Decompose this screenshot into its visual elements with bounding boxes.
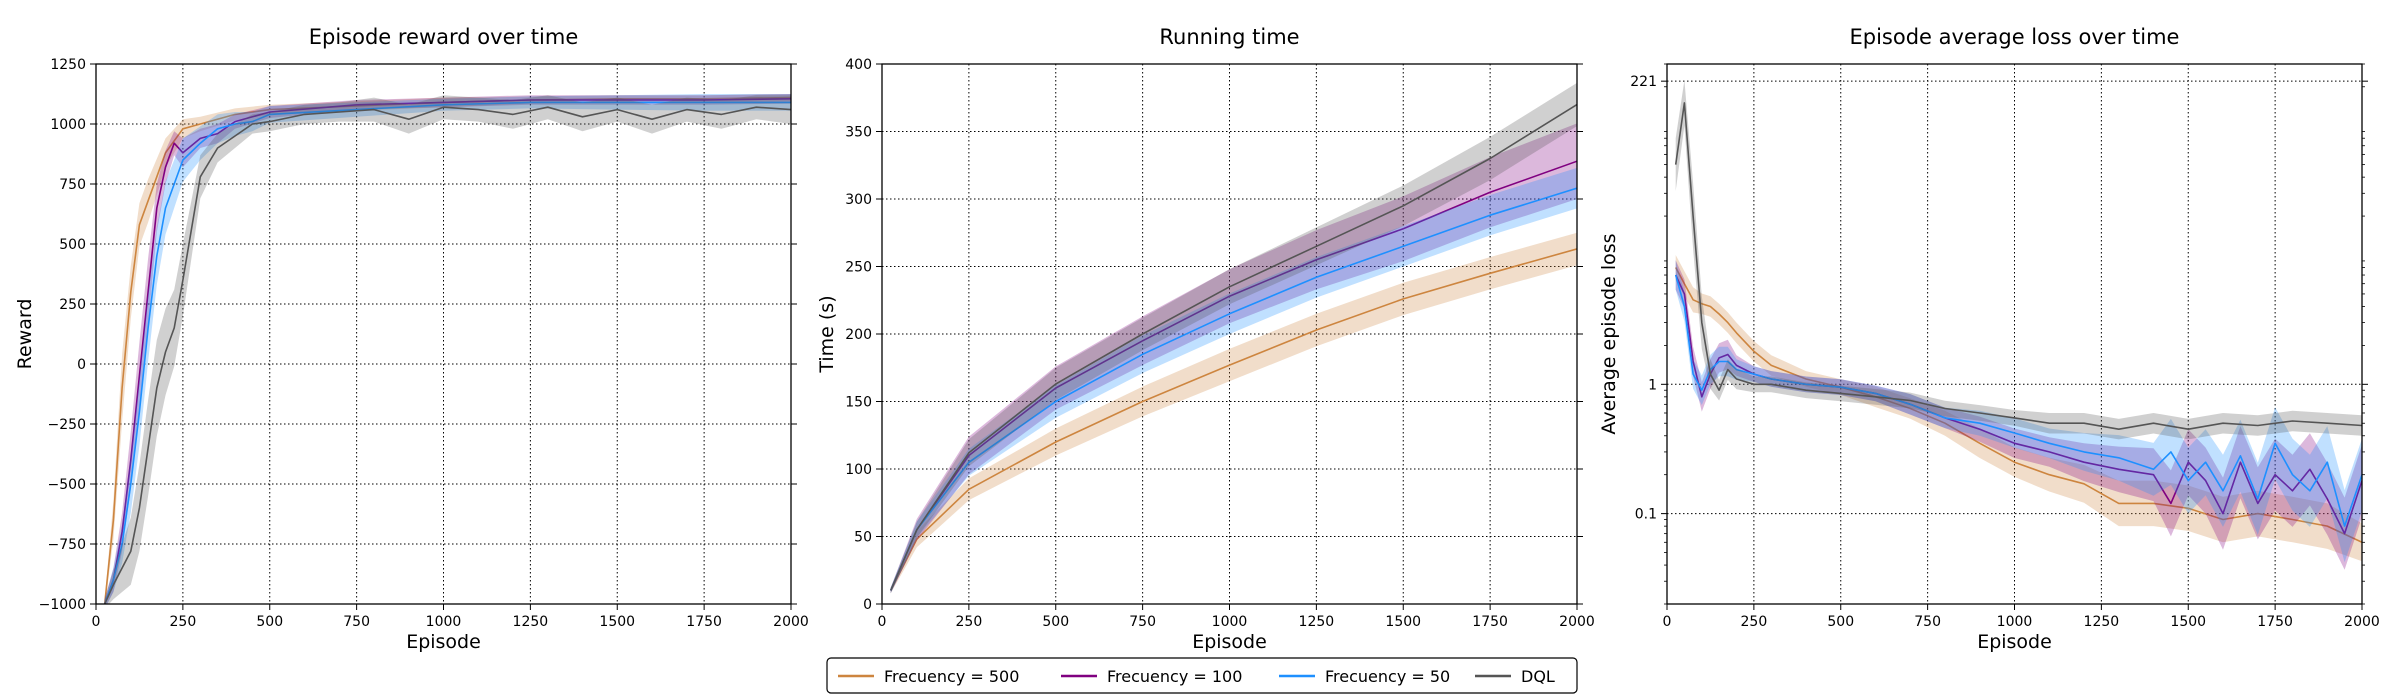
band-series-3	[1675, 260, 2362, 563]
line-series-3	[889, 187, 1577, 591]
y-tick-label: 1	[1648, 377, 1657, 393]
x-tick-label: 1000	[1997, 614, 2033, 630]
band-series-2	[890, 123, 1577, 594]
x-tick-label: 500	[1827, 614, 1854, 630]
x-tick-label: 1250	[2084, 614, 2120, 630]
band-series-2	[1675, 260, 2362, 570]
x-tick-label: 1000	[426, 614, 462, 630]
x-tick-label: 1750	[2257, 614, 2293, 630]
x-tick-label: 1500	[2170, 614, 2206, 630]
x-tick-label: 1500	[599, 614, 635, 630]
x-tick-label: 1500	[1385, 614, 1421, 630]
y-axis-label: Time (s)	[816, 295, 838, 373]
chart-panel-2: 0 250 500 750 1000 1250 1500 1750 2000 0 50 100 150 2…	[816, 25, 1595, 653]
y-tick-label: 0.1	[1635, 507, 1657, 523]
y-tick-label: 150	[845, 395, 872, 411]
line-series-3	[1674, 274, 2362, 527]
line-series-2	[1674, 274, 2362, 535]
chart-panel-1: 0 250 500 750 1000 1250 1500 1750 2000 −1000 −750 −…	[14, 25, 809, 653]
y-tick-label: 500	[59, 237, 86, 253]
line-series-4	[103, 106, 791, 604]
y-tick-label: −250	[48, 417, 86, 433]
x-tick-label: 250	[956, 614, 983, 630]
line-series-4	[889, 103, 1577, 591]
line-series-2	[103, 98, 791, 604]
legend-label: DQL	[1521, 667, 1555, 686]
chart-panel-3: 0 250 500 750 1000 1250 1500 1750 2000 0.1 1 221 Epi…	[1598, 25, 2380, 653]
chart-title: Episode average loss over time	[1850, 25, 2180, 49]
band-series-1	[1675, 255, 2362, 562]
x-tick-label: 1750	[1472, 614, 1508, 630]
y-tick-label: 1250	[50, 57, 86, 73]
y-tick-label: 300	[845, 192, 872, 208]
band-series-4	[890, 82, 1577, 594]
band-series-3	[890, 167, 1577, 594]
x-tick-label: 1750	[686, 614, 722, 630]
legend-label: Frecuency = 50	[1325, 667, 1450, 686]
line-series-4	[1674, 102, 2362, 431]
y-tick-label: 350	[845, 125, 872, 141]
legend-box	[826, 657, 1578, 694]
x-tick-label: 2000	[1559, 614, 1595, 630]
y-tick-label: 221	[1630, 74, 1657, 90]
chart-title: Running time	[1159, 25, 1299, 49]
x-tick-label: 500	[1042, 614, 1069, 630]
y-tick-label: 100	[845, 462, 872, 478]
x-tick-label: 0	[92, 614, 101, 630]
y-tick-label: 200	[845, 327, 872, 343]
y-tick-label: 1000	[50, 117, 86, 133]
y-axis-label: Reward	[14, 299, 36, 370]
x-tick-label: 750	[343, 614, 370, 630]
y-tick-label: −1000	[39, 597, 86, 613]
line-series-3	[103, 101, 791, 604]
y-axis-label: Average episode loss	[1598, 233, 1620, 434]
y-tick-label: 250	[845, 260, 872, 276]
legend-label: Frecuency = 500	[884, 667, 1019, 686]
x-tick-label: 500	[256, 614, 283, 630]
y-tick-label: −750	[48, 537, 86, 553]
y-tick-label: 750	[59, 177, 86, 193]
x-tick-label: 250	[170, 614, 197, 630]
x-tick-label: 2000	[773, 614, 809, 630]
series-group	[103, 94, 791, 604]
line-series-1	[1674, 267, 2362, 544]
x-tick-label: 0	[878, 614, 887, 630]
x-tick-label: 2000	[2344, 614, 2380, 630]
x-tick-label: 750	[1129, 614, 1156, 630]
x-tick-label: 1250	[513, 614, 549, 630]
series-group	[1674, 80, 2362, 570]
y-tick-label: 0	[77, 357, 86, 373]
x-tick-label: 250	[1741, 614, 1768, 630]
y-tick-label: 400	[845, 57, 872, 73]
x-axis-label: Episode	[406, 631, 481, 653]
x-tick-label: 750	[1914, 614, 1941, 630]
y-tick-label: 250	[59, 297, 86, 313]
y-tick-label: −500	[48, 477, 86, 493]
band-series-4	[104, 95, 791, 604]
x-axis-label: Episode	[1192, 631, 1267, 653]
series-group	[889, 82, 1577, 594]
y-tick-label: 50	[854, 530, 872, 546]
legend-label: Frecuency = 100	[1107, 667, 1242, 686]
x-tick-label: 1000	[1212, 614, 1248, 630]
line-series-1	[889, 248, 1577, 591]
chart-title: Episode reward over time	[309, 25, 579, 49]
x-axis-label: Episode	[1977, 631, 2052, 653]
legend: Frecuency = 500 Frecuency = 100 Frecuency …	[826, 657, 1578, 694]
x-tick-label: 1250	[1299, 614, 1335, 630]
y-tick-label: 0	[863, 597, 872, 613]
x-tick-label: 0	[1663, 614, 1672, 630]
